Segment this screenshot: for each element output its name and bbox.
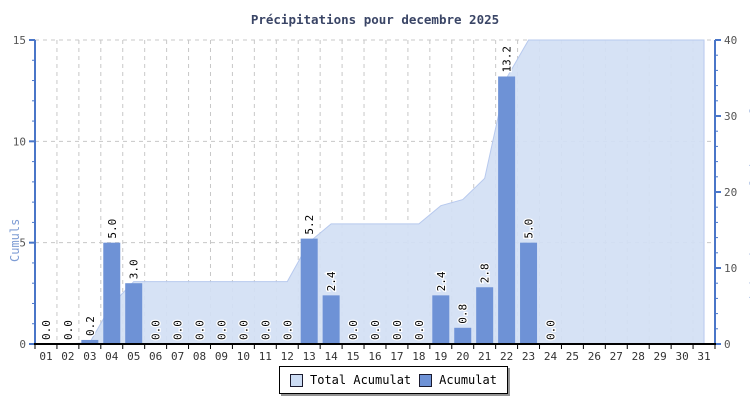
left-axis-tick-label: 5: [19, 237, 26, 250]
bar-day-20: [454, 327, 472, 344]
bar-value-label-day-07: 0.0: [172, 320, 185, 340]
bar-value-label-day-16: 0.0: [369, 320, 382, 340]
bar-value-label-day-11: 0.0: [259, 320, 272, 340]
x-axis-day-label: 30: [675, 350, 688, 363]
legend: Total Acumulat Acumulat: [279, 366, 508, 394]
bar-value-label-day-01: 0.0: [40, 320, 53, 340]
x-axis-day-label: 15: [346, 350, 359, 363]
bar-value-label-day-12: 0.0: [281, 320, 294, 340]
bar-value-label-day-24: 0.0: [544, 320, 557, 340]
x-axis-day-label: 04: [105, 350, 119, 363]
x-axis-day-label: 01: [39, 350, 52, 363]
x-axis-day-label: 11: [259, 350, 272, 363]
bar-value-label-day-02: 0.0: [62, 320, 75, 340]
x-axis-day-label: 06: [149, 350, 162, 363]
bar-day-13: [300, 238, 318, 344]
bar-value-label-day-10: 0.0: [237, 320, 250, 340]
legend-label-acumulat: Acumulat: [439, 373, 497, 387]
bar-value-label-day-20: 0.8: [457, 304, 470, 324]
x-axis-day-label: 02: [61, 350, 74, 363]
x-axis-day-label: 10: [237, 350, 250, 363]
bar-day-22: [498, 76, 516, 344]
chart-title: Précipitations pour decembre 2025: [250, 12, 500, 27]
bar-value-label-day-17: 0.0: [391, 320, 404, 340]
x-axis-day-label: 07: [171, 350, 184, 363]
legend-item-acumulat: Acumulat: [419, 373, 497, 387]
right-axis-tick-label: 30: [724, 110, 737, 123]
x-axis-day-label: 16: [368, 350, 381, 363]
bar-day-23: [520, 242, 538, 344]
x-axis-day-label: 21: [478, 350, 491, 363]
right-axis-tick-label: 40: [724, 34, 737, 47]
bar-value-label-day-23: 5.0: [523, 219, 536, 239]
right-axis-tick-label: 20: [724, 186, 737, 199]
bar-day-04: [103, 242, 121, 344]
x-axis-day-label: 25: [566, 350, 579, 363]
x-axis-day-label: 18: [412, 350, 425, 363]
bar-value-label-day-05: 3.0: [128, 259, 141, 279]
bar-value-label-day-09: 0.0: [215, 320, 228, 340]
left-axis-tick-label: 10: [13, 135, 26, 148]
x-axis-day-label: 29: [654, 350, 667, 363]
bar-value-label-day-14: 2.4: [325, 271, 338, 291]
x-axis-day-label: 31: [697, 350, 710, 363]
x-axis-day-label: 03: [83, 350, 96, 363]
bar-value-label-day-15: 0.0: [347, 320, 360, 340]
bar-value-label-day-04: 5.0: [106, 219, 119, 239]
x-axis-day-label: 26: [588, 350, 601, 363]
bar-day-19: [432, 295, 450, 344]
left-axis-tick-label: 15: [13, 34, 26, 47]
bar-value-label-day-03: 0.2: [84, 316, 97, 336]
legend-swatch-acumulat-icon: [419, 373, 433, 387]
total-acumulat-area: [45, 39, 705, 345]
x-axis-day-label: 24: [544, 350, 558, 363]
bar-value-label-day-06: 0.0: [150, 320, 163, 340]
bar-value-label-day-13: 5.2: [303, 215, 316, 235]
x-axis-day-label: 22: [500, 350, 513, 363]
bar-day-05: [125, 283, 143, 344]
x-axis-day-label: 12: [281, 350, 294, 363]
bar-value-label-day-18: 0.0: [413, 320, 426, 340]
legend-item-total-acumulat: Total Acumulat: [290, 373, 411, 387]
x-axis-day-label: 23: [522, 350, 535, 363]
left-axis-tick-label: 0: [19, 338, 26, 351]
legend-label-total-acumulat: Total Acumulat: [310, 373, 412, 387]
x-axis-day-label: 13: [303, 350, 316, 363]
legend-swatch-total-acumulat-icon: [290, 373, 303, 387]
x-axis-day-label: 27: [610, 350, 623, 363]
bar-value-label-day-08: 0.0: [194, 320, 207, 340]
x-axis-day-label: 05: [127, 350, 140, 363]
bar-value-label-day-22: 13.2: [501, 46, 514, 73]
right-axis-tick-label: 0: [724, 338, 731, 351]
bar-day-14: [322, 295, 340, 344]
x-axis-day-label: 20: [456, 350, 469, 363]
bar-day-21: [476, 287, 494, 344]
x-axis-day-label: 08: [193, 350, 206, 363]
bar-value-label-day-21: 2.8: [479, 263, 492, 283]
x-axis-day-label: 28: [632, 350, 645, 363]
right-axis-tick-label: 10: [724, 262, 737, 275]
bar-day-03: [81, 339, 99, 344]
x-axis-day-label: 19: [434, 350, 447, 363]
bar-value-label-day-19: 2.4: [435, 271, 448, 291]
x-axis-day-label: 17: [390, 350, 403, 363]
x-axis-day-label: 14: [325, 350, 339, 363]
x-axis-day-label: 09: [215, 350, 228, 363]
left-axis-title: Cumuls: [8, 218, 22, 262]
